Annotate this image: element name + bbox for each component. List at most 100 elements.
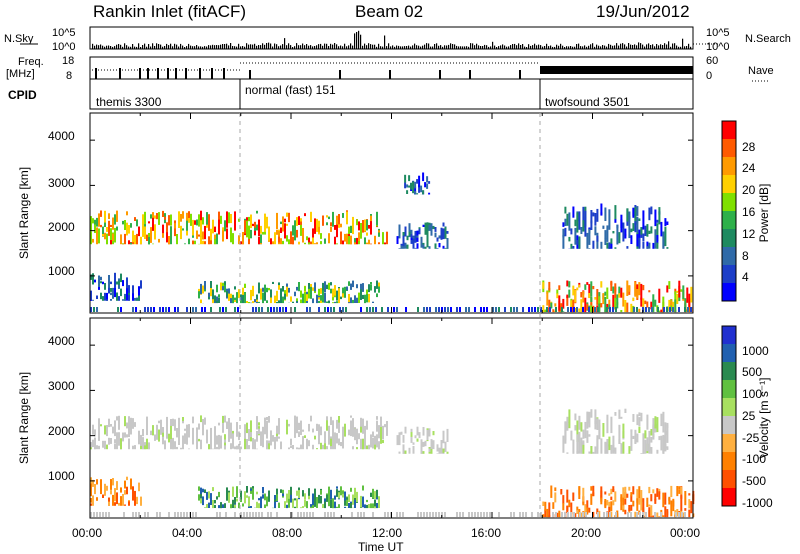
nsky-bar xyxy=(546,43,548,49)
velocity-echo-cell xyxy=(614,412,617,416)
power-echo-cell xyxy=(100,224,102,228)
power-echo-cell xyxy=(162,232,164,238)
nsky-bar xyxy=(136,46,138,49)
power-echo-cell xyxy=(584,284,587,290)
velocity-echo-cell xyxy=(352,423,354,437)
power-ground-cell xyxy=(144,307,146,312)
power-echo-cell xyxy=(564,227,567,237)
nsky-bar xyxy=(142,45,144,49)
power-echo-cell xyxy=(346,233,348,245)
velocity-echo-cell xyxy=(608,501,611,511)
velocity-echo-cell xyxy=(428,428,431,437)
power-echo-cell xyxy=(438,243,441,248)
velocity-ground-cell xyxy=(234,512,236,517)
velocity-ground-cell xyxy=(537,512,539,517)
velocity-echo-cell xyxy=(542,514,545,518)
power-echo-cell xyxy=(188,238,190,245)
nsky-bar xyxy=(428,43,430,49)
velocity-echo-region-3 xyxy=(396,426,449,454)
power-echo-cell xyxy=(318,226,320,233)
velocity-echo-cell xyxy=(606,500,609,506)
velocity-ground-cell xyxy=(678,512,680,517)
velocity-echo-cell xyxy=(198,423,200,430)
velocity-ground-cell xyxy=(597,512,599,517)
power-ground-cell xyxy=(396,307,398,312)
velocity-echo-cell xyxy=(252,438,254,450)
velocity-echo-cell xyxy=(112,478,114,486)
velocity-cbar-swatch xyxy=(722,452,736,471)
nsky-bar xyxy=(388,43,390,49)
power-echo-cell xyxy=(94,219,96,228)
power-echo-cell xyxy=(414,230,417,243)
power-echo-cell xyxy=(634,221,637,233)
power-echo-cell xyxy=(222,282,224,287)
power-echo-cell xyxy=(234,297,236,301)
velocity-echo-cell xyxy=(214,507,216,508)
velocity-ground-cell xyxy=(186,512,188,517)
power-echo-cell xyxy=(584,216,587,237)
velocity-echo-cell xyxy=(100,424,102,427)
power-ground-cell xyxy=(258,307,260,312)
nsky-bar xyxy=(430,46,432,49)
power-echo-cell xyxy=(248,225,250,239)
power-echo-cell xyxy=(254,299,256,303)
power-echo-cell xyxy=(138,286,140,301)
power-echo-cell xyxy=(592,240,595,249)
nsky-bar xyxy=(342,46,344,49)
nsky-bar xyxy=(238,43,240,49)
vel-cbar-tick-m25: -25 xyxy=(742,431,760,445)
velocity-echo-cell xyxy=(586,500,589,509)
velocity-cbar-swatch xyxy=(722,344,736,363)
velocity-echo-cell xyxy=(582,444,585,454)
velocity-echo-cell xyxy=(202,419,204,424)
velocity-echo-cell xyxy=(136,496,138,502)
power-echo-cell xyxy=(308,242,310,245)
nsky-bar xyxy=(598,45,600,49)
nsky-bar xyxy=(190,45,192,49)
velocity-echo-cell xyxy=(134,445,136,450)
velocity-echo-cell xyxy=(366,499,368,503)
velocity-echo-cell xyxy=(594,409,597,430)
power-echo-cell xyxy=(544,309,547,313)
power-echo-cell xyxy=(626,246,629,249)
velocity-echo-cell xyxy=(226,487,228,493)
nsky-label: N.Sky xyxy=(4,33,34,45)
power-echo-cell xyxy=(256,224,258,231)
nsky-bar xyxy=(202,46,204,49)
velocity-echo-cell xyxy=(664,430,667,449)
xtick-1: 04:00 xyxy=(172,526,203,540)
power-echo-cell xyxy=(108,289,110,294)
nsky-bar xyxy=(368,43,370,49)
power-echo-cell xyxy=(410,182,413,190)
nsky-bar xyxy=(370,44,372,49)
power-echo-cell xyxy=(634,207,637,225)
nsky-bar xyxy=(332,44,334,49)
power-ground-cell xyxy=(222,307,224,312)
power-echo-cell xyxy=(336,243,338,245)
velocity-echo-cell xyxy=(266,440,268,450)
velocity-echo-cell xyxy=(608,493,611,496)
velocity-echo-cell xyxy=(120,496,122,505)
power-echo-cell xyxy=(628,211,631,219)
velocity-echo-cell xyxy=(620,416,623,419)
nsky-bar xyxy=(102,45,104,49)
velocity-echo-cell xyxy=(566,505,569,513)
nsky-bar xyxy=(192,46,194,49)
velocity-echo-cell xyxy=(266,417,268,420)
power-cbar-swatch xyxy=(722,193,736,212)
power-ground-cell xyxy=(375,307,377,312)
power-echo-cell xyxy=(608,299,611,308)
velocity-echo-region-0 xyxy=(90,415,388,450)
velocity-echo-cell xyxy=(302,429,304,432)
nsky-bar xyxy=(564,47,566,49)
power-ylabel: Slant Range [km] xyxy=(17,167,31,259)
velocity-echo-cell xyxy=(628,446,631,454)
power-echo-cell xyxy=(570,300,573,313)
nsky-bar xyxy=(206,46,208,49)
velocity-echo-cell xyxy=(670,485,673,498)
power-ytick-2000: 2000 xyxy=(48,220,75,234)
power-echo-cell xyxy=(376,280,378,289)
velocity-ground-cell xyxy=(480,512,482,517)
power-echo-cell xyxy=(308,283,310,289)
power-echo-cell xyxy=(596,289,599,305)
